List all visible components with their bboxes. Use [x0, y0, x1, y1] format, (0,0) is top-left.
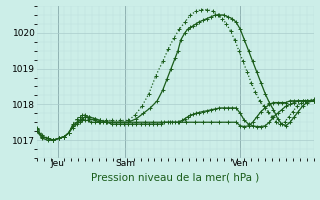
- X-axis label: Pression niveau de la mer( hPa ): Pression niveau de la mer( hPa ): [91, 173, 259, 183]
